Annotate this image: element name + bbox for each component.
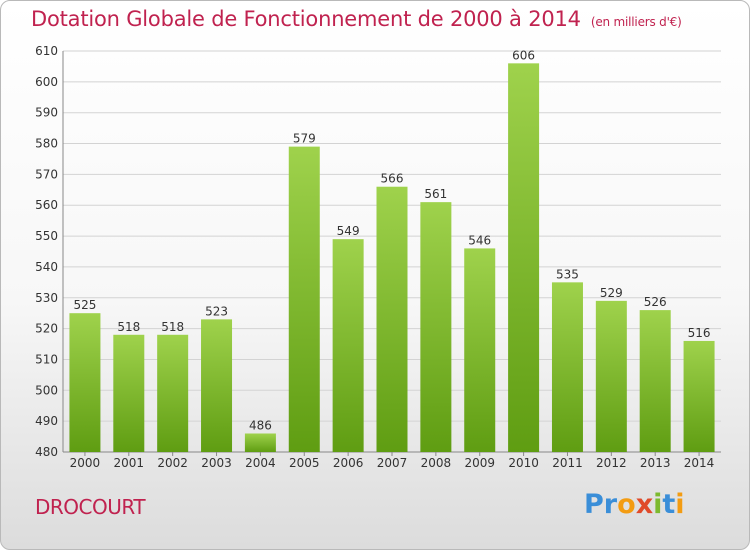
bar[interactable] (683, 340, 715, 452)
logo-letter: o (617, 489, 636, 520)
x-tick-label: 2001 (114, 456, 145, 470)
logo-letter: i (653, 489, 663, 520)
y-tick-label: 510 (35, 352, 58, 366)
logo-letter: r (603, 489, 618, 520)
bar[interactable] (332, 239, 364, 452)
bar[interactable] (113, 334, 145, 452)
logo-letter: i (675, 489, 685, 520)
bar[interactable] (508, 63, 540, 452)
x-tick-label: 2000 (70, 456, 101, 470)
x-tick-label: 2009 (464, 456, 495, 470)
data-label: 516 (688, 326, 711, 340)
y-tick-label: 590 (35, 106, 58, 120)
chart-title-text: Dotation Globale de Fonctionnement de 20… (31, 7, 581, 31)
x-tick-label: 2006 (333, 456, 364, 470)
y-tick-label: 580 (35, 137, 58, 151)
x-tick-label: 2008 (421, 456, 452, 470)
bar[interactable] (420, 202, 452, 452)
x-tick-label: 2002 (157, 456, 188, 470)
data-label: 518 (117, 320, 140, 334)
bar[interactable] (69, 313, 101, 452)
bar[interactable] (376, 186, 408, 452)
bar[interactable] (464, 248, 496, 452)
logo-letter: t (662, 489, 676, 520)
y-tick-label: 490 (35, 414, 58, 428)
proxiti-logo[interactable]: Proxiti (584, 489, 694, 525)
data-label: 523 (205, 304, 228, 318)
bar[interactable] (157, 334, 189, 452)
x-tick-label: 2007 (377, 456, 408, 470)
y-tick-label: 530 (35, 291, 58, 305)
data-label: 518 (161, 320, 184, 334)
data-label: 526 (644, 295, 667, 309)
y-tick-label: 500 (35, 383, 58, 397)
y-tick-label: 610 (35, 44, 58, 58)
commune-name: DROCOURT (35, 495, 146, 519)
y-tick-label: 540 (35, 260, 58, 274)
x-tick-label: 2012 (596, 456, 627, 470)
data-label: 606 (512, 48, 535, 62)
y-tick-label: 480 (35, 445, 58, 459)
data-label: 561 (424, 187, 447, 201)
chart-title: Dotation Globale de Fonctionnement de 20… (31, 7, 682, 31)
y-tick-label: 560 (35, 198, 58, 212)
bar[interactable] (639, 310, 671, 452)
data-label: 525 (73, 298, 96, 312)
x-tick-label: 2011 (552, 456, 583, 470)
y-tick-label: 570 (35, 167, 58, 181)
logo-letter: x (635, 489, 654, 520)
bar[interactable] (595, 300, 627, 452)
y-tick-label: 600 (35, 75, 58, 89)
bar[interactable] (551, 282, 583, 452)
data-labels: 525 518 518 523 486 579 549 566 561 546 606 535 529 5… (73, 48, 710, 432)
data-label: 486 (249, 418, 272, 432)
y-tick-label: 520 (35, 322, 58, 336)
data-label: 566 (381, 172, 404, 186)
bar[interactable] (288, 146, 320, 452)
x-tick-label: 2005 (289, 456, 320, 470)
x-tick-label: 2014 (684, 456, 715, 470)
x-tick-label: 2003 (201, 456, 232, 470)
x-tick-label: 2010 (508, 456, 539, 470)
data-label: 529 (600, 286, 623, 300)
data-label: 535 (556, 267, 579, 281)
bar[interactable] (201, 319, 233, 452)
x-tick-label: 2013 (640, 456, 671, 470)
data-label: 549 (337, 224, 360, 238)
axes: 480 490 500 510 520 530 540 550 560 570 580 590 600 6… (35, 44, 721, 470)
data-label: 546 (468, 233, 491, 247)
data-label: 579 (293, 132, 316, 146)
x-tick-label: 2004 (245, 456, 276, 470)
logo-letter: P (584, 489, 604, 520)
y-tick-label: 550 (35, 229, 58, 243)
chart-unit: (en milliers d'€) (590, 15, 682, 29)
bar[interactable] (244, 433, 276, 452)
bars (69, 63, 715, 452)
